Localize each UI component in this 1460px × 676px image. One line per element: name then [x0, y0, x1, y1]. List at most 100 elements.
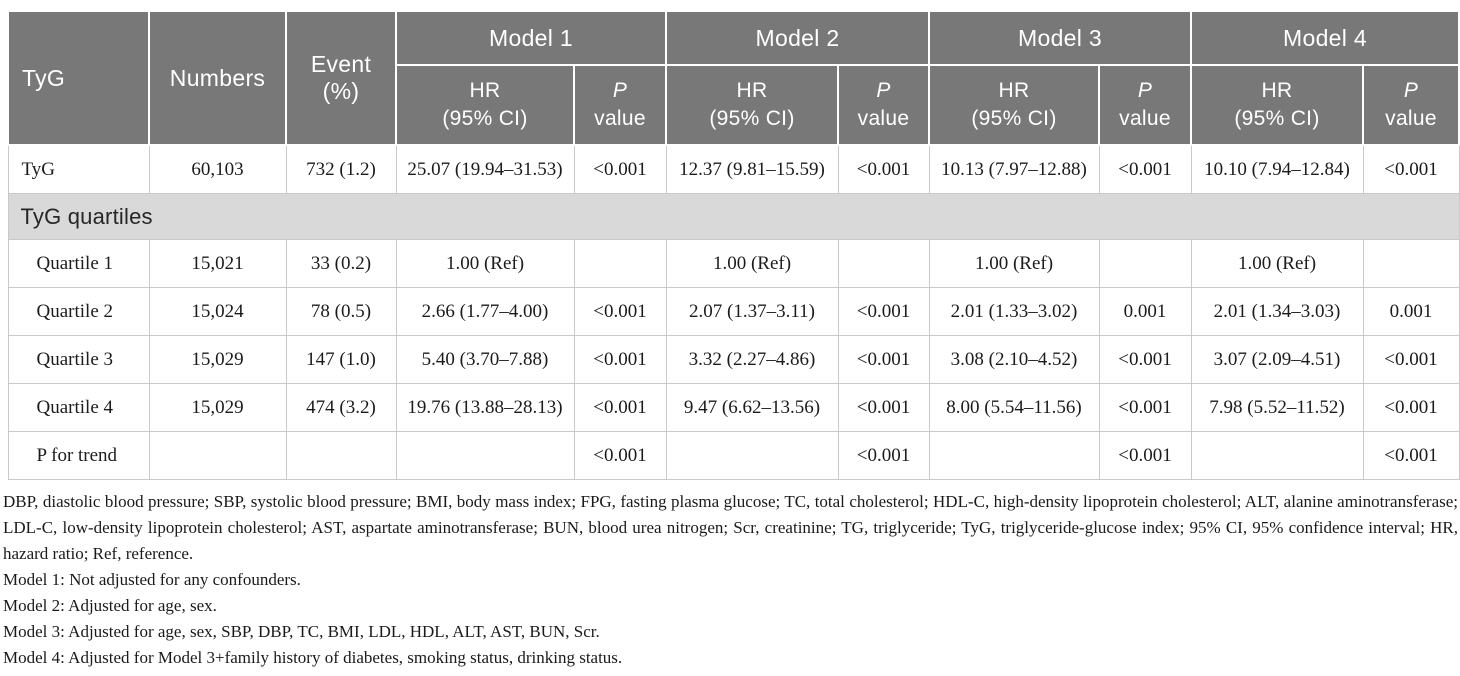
cell-m3-hr: [928, 431, 1100, 480]
cell-m3-hr: 8.00 (5.54–11.56): [928, 383, 1100, 432]
footnote-model3: Model 3: Adjusted for age, sex, SBP, DBP…: [3, 622, 600, 641]
p-value-label: value: [1385, 107, 1437, 130]
cell-m1-p: <0.001: [573, 144, 667, 194]
table-row-quartile3: Quartile 3 15,029 147 (1.0) 5.40 (3.70–7…: [7, 335, 1460, 384]
hr-ci-label: (95% CI): [1234, 107, 1320, 130]
header-model-1: Model 1: [395, 10, 667, 66]
cell-m1-p: <0.001: [573, 335, 667, 384]
cell-m1-p: <0.001: [573, 383, 667, 432]
cell-m1-p: <0.001: [573, 431, 667, 480]
cell-m3-hr: 2.01 (1.33–3.02): [928, 287, 1100, 336]
header-tyg: TyG: [7, 10, 150, 146]
table-row-quartile4: Quartile 4 15,029 474 (3.2) 19.76 (13.88…: [7, 383, 1460, 432]
cell-event: 147 (1.0): [285, 335, 397, 384]
row-label: Quartile 4: [7, 383, 150, 432]
cell-m4-hr: 2.01 (1.34–3.03): [1190, 287, 1364, 336]
footnote-model1: Model 1: Not adjusted for any confounder…: [3, 570, 301, 589]
table-row-tyg: TyG 60,103 732 (1.2) 25.07 (19.94–31.53)…: [7, 144, 1460, 194]
cell-m1-p: <0.001: [573, 287, 667, 336]
hr-label: HR: [469, 78, 501, 102]
cell-m1-hr: 25.07 (19.94–31.53): [395, 144, 575, 194]
cell-m2-p: <0.001: [837, 335, 930, 384]
header-event: Event (%): [285, 10, 397, 146]
cell-m3-p: <0.001: [1098, 431, 1192, 480]
table-row-p-for-trend: P for trend <0.001 <0.001 <0.001 <0.001: [7, 431, 1460, 480]
cell-numbers: 15,029: [148, 383, 287, 432]
cell-m2-hr: 9.47 (6.62–13.56): [665, 383, 839, 432]
hr-label: HR: [1261, 78, 1293, 102]
cell-m3-hr: 3.08 (2.10–4.52): [928, 335, 1100, 384]
cell-m2-hr: 12.37 (9.81–15.59): [665, 144, 839, 194]
cell-m4-p: <0.001: [1362, 335, 1460, 384]
cell-m1-hr: 2.66 (1.77–4.00): [395, 287, 575, 336]
cell-m2-p: <0.001: [837, 144, 930, 194]
cell-m4-hr: 3.07 (2.09–4.51): [1190, 335, 1364, 384]
header-row-models: TyG Numbers Event (%) Model 1 Model 2 Mod…: [7, 10, 1460, 146]
cell-m4-p: <0.001: [1362, 383, 1460, 432]
cell-numbers: 15,021: [148, 239, 287, 288]
cell-m1-hr: [395, 431, 575, 480]
footnote-model2: Model 2: Adjusted for age, sex.: [3, 596, 217, 615]
cell-numbers: [148, 431, 287, 480]
cell-m1-hr: 5.40 (3.70–7.88): [395, 335, 575, 384]
cell-m4-p: <0.001: [1362, 431, 1460, 480]
table-row-quartile1: Quartile 1 15,021 33 (0.2) 1.00 (Ref) 1.…: [7, 239, 1460, 288]
cell-m1-p: [573, 239, 667, 288]
cell-numbers: 15,024: [148, 287, 287, 336]
cell-m3-p: <0.001: [1098, 335, 1192, 384]
hr-ci-label: (95% CI): [971, 107, 1057, 130]
cell-event: 33 (0.2): [285, 239, 397, 288]
cell-event: [285, 431, 397, 480]
cell-m2-hr: 1.00 (Ref): [665, 239, 839, 288]
header-hr-model1: HR (95% CI): [395, 64, 575, 146]
cell-m2-p: <0.001: [837, 431, 930, 480]
cell-m3-hr: 1.00 (Ref): [928, 239, 1100, 288]
cell-m1-hr: 19.76 (13.88–28.13): [395, 383, 575, 432]
cell-m3-p: <0.001: [1098, 383, 1192, 432]
cell-m4-p: [1362, 239, 1460, 288]
table-footnotes: DBP, diastolic blood pressure; SBP, syst…: [3, 489, 1458, 671]
footnote-abbreviations: DBP, diastolic blood pressure; SBP, syst…: [3, 492, 1458, 563]
header-numbers: Numbers: [148, 10, 287, 146]
cell-m3-p: <0.001: [1098, 144, 1192, 194]
table-body: TyG 60,103 732 (1.2) 25.07 (19.94–31.53)…: [7, 144, 1460, 480]
p-value-label: value: [1119, 107, 1171, 130]
cell-m2-p: <0.001: [837, 383, 930, 432]
cell-numbers: 15,029: [148, 335, 287, 384]
cell-m2-hr: 3.32 (2.27–4.86): [665, 335, 839, 384]
cell-m2-p: [837, 239, 930, 288]
table-header: TyG Numbers Event (%) Model 1 Model 2 Mod…: [7, 10, 1460, 146]
row-label: TyG: [7, 144, 150, 194]
hr-label: HR: [736, 78, 768, 102]
table-row-quartile2: Quartile 2 15,024 78 (0.5) 2.66 (1.77–4.…: [7, 287, 1460, 336]
cell-m4-hr: [1190, 431, 1364, 480]
cell-m3-p: [1098, 239, 1192, 288]
header-hr-model3: HR (95% CI): [928, 64, 1100, 146]
p-value-label: value: [857, 107, 910, 130]
row-label: Quartile 2: [7, 287, 150, 336]
hr-ci-label: (95% CI): [709, 107, 795, 130]
section-header: TyG quartiles: [7, 193, 1460, 240]
cell-m3-hr: 10.13 (7.97–12.88): [928, 144, 1100, 194]
p-label: P: [612, 78, 628, 102]
hr-ci-label: (95% CI): [442, 107, 528, 130]
header-model-4: Model 4: [1190, 10, 1460, 66]
row-label: Quartile 3: [7, 335, 150, 384]
cell-m2-hr: [665, 431, 839, 480]
cell-m4-hr: 7.98 (5.52–11.52): [1190, 383, 1364, 432]
cell-m4-p: 0.001: [1362, 287, 1460, 336]
header-model-3: Model 3: [928, 10, 1192, 66]
cell-m4-hr: 10.10 (7.94–12.84): [1190, 144, 1364, 194]
cell-m4-p: <0.001: [1362, 144, 1460, 194]
p-label: P: [1137, 78, 1153, 102]
cell-event: 78 (0.5): [285, 287, 397, 336]
cell-event: 732 (1.2): [285, 144, 397, 194]
footnote-model4: Model 4: Adjusted for Model 3+family his…: [3, 648, 623, 667]
header-model-2: Model 2: [665, 10, 930, 66]
cell-m3-p: 0.001: [1098, 287, 1192, 336]
